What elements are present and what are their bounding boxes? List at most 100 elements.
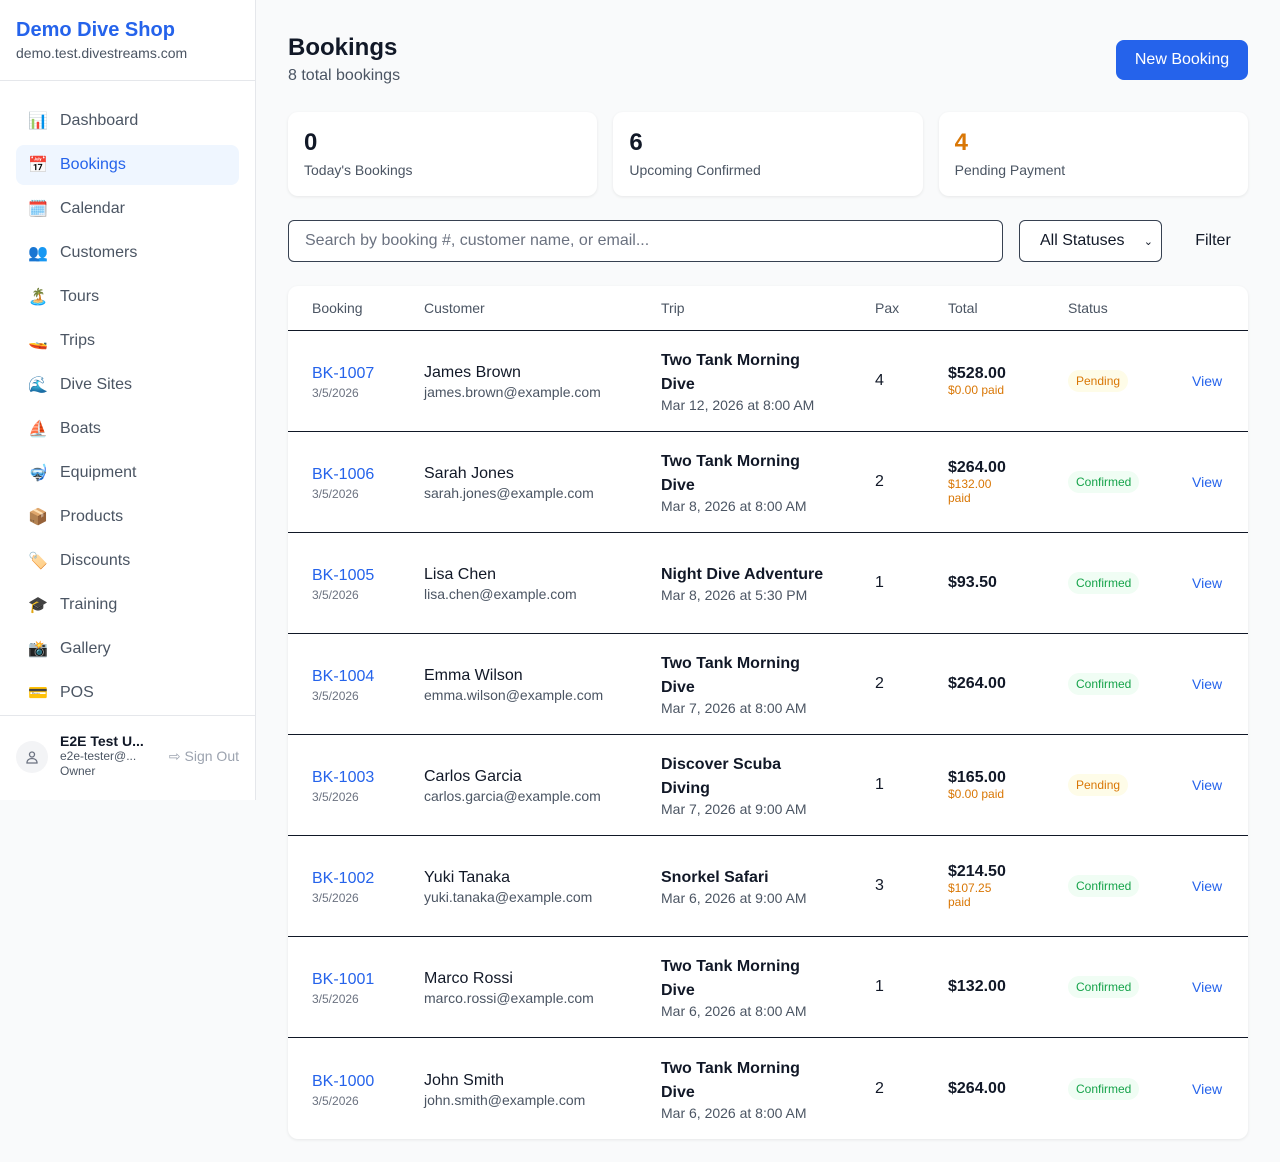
sidebar-item-label: Gallery: [60, 640, 111, 657]
table-body: BK-1007 3/5/2026 James Brown james.brown@e…: [288, 331, 1248, 1139]
filter-button[interactable]: Filter: [1178, 220, 1248, 262]
booking-date: 3/5/2026: [312, 891, 359, 905]
sidebar-item-pos[interactable]: 💳 POS: [16, 673, 239, 713]
total-amount: $214.50: [948, 863, 1006, 880]
total-amount: $528.00: [948, 365, 1006, 382]
stat-card: 6 Upcoming Confirmed: [613, 112, 923, 196]
sidebar-item-dashboard[interactable]: 📊 Dashboard: [16, 101, 239, 141]
dive-sites-icon: 🌊: [28, 377, 48, 394]
view-link[interactable]: View: [1192, 474, 1223, 490]
shop-name[interactable]: Demo Dive Shop: [16, 19, 175, 41]
trip-name: Two Tank Morning Dive: [661, 352, 800, 393]
sidebar-item-equipment[interactable]: 🤿 Equipment: [16, 453, 239, 493]
total-amount: $93.50: [948, 574, 997, 591]
sidebar-item-bookings[interactable]: 📅 Bookings: [16, 145, 239, 185]
sidebar-item-label: Dive Sites: [60, 376, 133, 393]
view-link[interactable]: View: [1192, 878, 1223, 894]
view-link[interactable]: View: [1192, 777, 1223, 793]
stat-card: 4 Pending Payment: [938, 112, 1248, 196]
stat-label: Pending Payment: [954, 162, 1066, 178]
status-select[interactable]: All Statuses ⌄: [1019, 220, 1162, 262]
pax-count: 2: [875, 1079, 884, 1097]
booking-date: 3/5/2026: [312, 790, 359, 804]
bookings-icon: 📅: [28, 157, 48, 174]
sidebar-item-products[interactable]: 📦 Products: [16, 497, 239, 537]
sidebar-item-trips[interactable]: 🚤 Trips: [16, 321, 239, 361]
customer-email: marco.rossi@example.com: [424, 990, 594, 1006]
customer-email: yuki.tanaka@example.com: [424, 889, 593, 905]
sidebar-item-training[interactable]: 🎓 Training: [16, 585, 239, 625]
status-badge: Pending: [1068, 774, 1129, 796]
column-header: Total: [948, 300, 978, 316]
trip-date: Mar 7, 2026 at 9:00 AM: [661, 801, 807, 817]
status-badge: Confirmed: [1068, 673, 1140, 695]
column-header: Pax: [875, 300, 900, 316]
booking-date: 3/5/2026: [312, 1093, 359, 1108]
table-row: BK-1007 3/5/2026 James Brown james.brown@e…: [288, 331, 1248, 432]
chevron-down-icon: ⌄: [1143, 235, 1153, 248]
table-row: BK-1004 3/5/2026 Emma Wilson emma.wilson@e…: [288, 634, 1248, 735]
sidebar-item-gallery[interactable]: 📸 Gallery: [16, 629, 239, 669]
stat-value: 4: [954, 129, 969, 156]
sign-out-button[interactable]: ⇨ Sign Out: [169, 748, 239, 765]
booking-date: 3/5/2026: [312, 386, 359, 400]
page-subtitle: 8 total bookings: [288, 67, 401, 84]
status-badge: Confirmed: [1068, 976, 1140, 998]
sidebar-item-dive-sites[interactable]: 🌊 Dive Sites: [16, 365, 239, 405]
table-row: BK-1006 3/5/2026 Sarah Jones sarah.jones@e…: [288, 432, 1248, 533]
sidebar-item-calendar[interactable]: 🗓️ Calendar: [16, 189, 239, 229]
booking-link[interactable]: BK-1002: [312, 870, 375, 887]
booking-link[interactable]: BK-1001: [312, 971, 375, 988]
view-link[interactable]: View: [1192, 1080, 1223, 1097]
customer-email: lisa.chen@example.com: [424, 586, 577, 602]
view-link[interactable]: View: [1192, 979, 1223, 995]
booking-link[interactable]: BK-1004: [312, 668, 375, 685]
sidebar-item-customers[interactable]: 👥 Customers: [16, 233, 239, 273]
sidebar-item-label: Products: [60, 508, 124, 525]
customer-name: Marco Rossi: [424, 970, 513, 987]
sidebar-item-label: Dashboard: [60, 112, 139, 129]
column-header: Status: [1068, 300, 1108, 316]
sidebar-item-label: Calendar: [60, 200, 125, 217]
booking-link[interactable]: BK-1003: [312, 769, 375, 786]
dashboard-icon: 📊: [28, 113, 48, 130]
customer-name: Sarah Jones: [424, 465, 514, 482]
new-booking-button[interactable]: New Booking: [1116, 40, 1248, 80]
booking-link[interactable]: BK-1007: [312, 365, 375, 382]
total-amount: $264.00: [948, 675, 1006, 692]
search-input[interactable]: [288, 220, 1003, 262]
customer-name: Emma Wilson: [424, 667, 523, 684]
pax-count: 3: [875, 877, 884, 894]
trip-date: Mar 8, 2026 at 5:30 PM: [661, 587, 808, 603]
booking-link[interactable]: BK-1006: [312, 466, 375, 483]
sign-out-icon: ⇨: [168, 748, 181, 764]
status-badge: Confirmed: [1068, 572, 1140, 594]
sidebar-item-label: Equipment: [60, 464, 137, 481]
view-link[interactable]: View: [1192, 373, 1223, 389]
booking-link[interactable]: BK-1005: [312, 567, 375, 584]
customer-email: emma.wilson@example.com: [424, 687, 604, 703]
stats-row: 0 Today's Bookings 6 Upcoming Confirmed 4 Pen…: [288, 112, 1248, 196]
sidebar-item-label: Tours: [60, 288, 100, 305]
sidebar-item-boats[interactable]: ⛵ Boats: [16, 409, 239, 449]
stat-card: 0 Today's Bookings: [288, 112, 598, 196]
customer-name: Lisa Chen: [424, 566, 497, 583]
sidebar-item-tours[interactable]: 🏝️ Tours: [16, 277, 239, 317]
paid-amount: $132.00 paid: [948, 477, 992, 505]
sidebar-item-label: Discounts: [60, 552, 131, 569]
booking-link[interactable]: BK-1000: [312, 1072, 375, 1090]
trip-date: Mar 7, 2026 at 8:00 AM: [661, 700, 807, 716]
pax-count: 2: [875, 473, 884, 490]
trip-name: Discover Scuba Diving: [661, 756, 782, 797]
stat-value: 0: [304, 129, 318, 156]
trip-name: Two Tank Morning Dive: [661, 958, 800, 999]
view-link[interactable]: View: [1192, 575, 1223, 591]
sidebar-item-discounts[interactable]: 🏷️ Discounts: [16, 541, 239, 581]
stat-label: Today's Bookings: [304, 162, 413, 178]
page-title: Bookings: [288, 34, 398, 61]
status-badge: Confirmed: [1068, 875, 1140, 897]
view-link[interactable]: View: [1192, 676, 1223, 692]
user-avatar-icon: [16, 740, 48, 773]
user-name: E2E Test U...: [60, 733, 144, 749]
discounts-icon: 🏷️: [28, 553, 48, 570]
